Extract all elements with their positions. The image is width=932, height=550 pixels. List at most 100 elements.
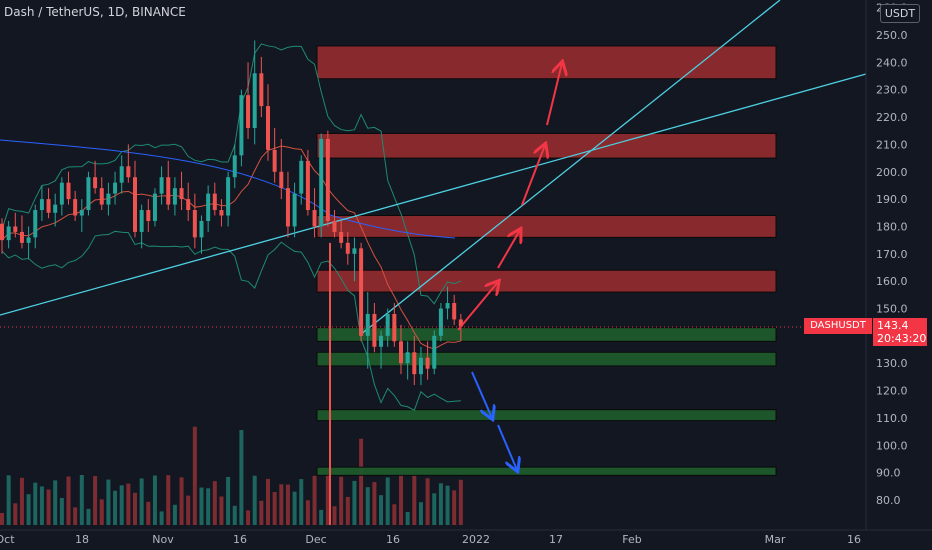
resistance-zone — [316, 45, 777, 80]
candle-body — [359, 248, 364, 336]
volume-bar — [445, 485, 450, 525]
candle-body — [99, 188, 104, 205]
candle — [166, 160, 171, 211]
candle — [146, 199, 151, 232]
volume-bar — [312, 475, 317, 525]
volume-bar — [39, 486, 44, 525]
time-tick-label: Nov — [152, 533, 174, 546]
time-tick-label: 2022 — [462, 533, 490, 546]
volume-bar — [259, 500, 264, 525]
time-tick-label: 17 — [549, 533, 563, 546]
volume-bar — [86, 508, 91, 525]
candle-body — [279, 171, 284, 189]
resistance-zone — [316, 132, 777, 159]
volume-bar — [19, 477, 24, 525]
candle — [266, 84, 270, 161]
volume-bar — [299, 479, 304, 525]
bb-upper-band — [1, 43, 462, 305]
candle-body — [19, 231, 24, 243]
volume-bar — [133, 492, 137, 525]
candle — [79, 199, 84, 232]
candle — [19, 215, 24, 249]
volume-bar — [66, 476, 71, 525]
price-tick-label: 90.0 — [876, 467, 901, 480]
candle-body — [259, 73, 264, 107]
symbol-tag: DASHUSDT — [804, 318, 872, 334]
volume-bar — [325, 475, 330, 525]
candle — [259, 56, 264, 118]
candle-body — [199, 220, 204, 238]
candle — [39, 185, 44, 221]
candle-body — [452, 303, 457, 320]
volume-bar — [126, 483, 131, 525]
support-zone — [316, 466, 777, 476]
volume-bar — [199, 487, 204, 525]
volume-bar — [332, 506, 337, 525]
candle-body — [285, 188, 290, 227]
candle — [312, 188, 317, 238]
candle-body — [159, 177, 164, 194]
candle — [399, 324, 403, 375]
candles — [0, 40, 463, 525]
volume-bar — [345, 496, 350, 525]
candle — [272, 127, 277, 183]
support-zone — [316, 327, 777, 342]
price-tick-label: 130.0 — [876, 357, 908, 370]
price-tick-label: 200.0 — [876, 166, 908, 179]
candle — [339, 220, 344, 249]
candle-body — [119, 166, 124, 183]
volume-bar — [139, 478, 144, 525]
bar-countdown: 20:43:20 — [877, 332, 927, 345]
candle-body — [292, 193, 297, 227]
volume-bar — [372, 482, 377, 525]
time-tick-label: 16 — [386, 533, 400, 546]
last-price-tag: 143.4 20:43:20 — [873, 318, 927, 346]
candle — [365, 292, 370, 369]
up-arrow — [497, 230, 520, 269]
volume-bar — [425, 478, 430, 525]
volume-bar — [232, 505, 237, 525]
candle-body — [399, 341, 403, 364]
price-tick-label: 160.0 — [876, 275, 908, 288]
rising-trendline — [0, 73, 867, 316]
trendlines — [0, 0, 867, 336]
candle-body — [93, 177, 98, 189]
volume-bar — [93, 476, 98, 525]
candle-body — [412, 352, 417, 375]
candle-body — [39, 199, 44, 211]
candle — [73, 190, 78, 221]
candle-body — [46, 199, 51, 213]
candle-body — [192, 210, 197, 238]
time-tick-label: 16 — [847, 533, 861, 546]
bollinger-bands — [0, 43, 462, 411]
candle-body — [299, 160, 304, 194]
candle — [246, 62, 251, 139]
volume-bar — [285, 484, 290, 525]
volume-bar — [319, 509, 324, 525]
volume-bar — [339, 476, 344, 525]
candle-body — [232, 155, 237, 178]
volume-bar — [365, 487, 370, 525]
candle-body — [305, 160, 310, 211]
candle-body — [385, 313, 390, 336]
currency-badge[interactable]: USDT — [880, 4, 920, 23]
candle-body — [339, 231, 344, 243]
candle-body — [425, 357, 430, 369]
candle — [172, 177, 177, 216]
chart-title: Dash / TetherUS, 1D, BINANCE — [4, 5, 186, 19]
candle — [66, 171, 71, 205]
candle-body — [272, 149, 277, 172]
volume-bar — [392, 504, 397, 525]
volume-bar — [172, 504, 177, 525]
candle-body — [152, 193, 157, 221]
volume-bar — [239, 430, 244, 525]
volume-bar — [166, 475, 171, 525]
price-tick-label: 230.0 — [876, 84, 908, 97]
price-tick-label: 150.0 — [876, 303, 908, 316]
candle — [219, 199, 224, 227]
candle-body — [325, 138, 330, 221]
candle-body — [246, 95, 251, 128]
candle-body — [206, 193, 211, 221]
candle-body — [405, 352, 410, 364]
